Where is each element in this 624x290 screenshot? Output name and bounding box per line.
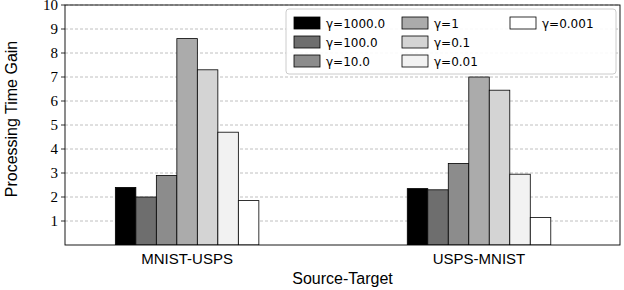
y-tick — [61, 197, 65, 198]
x-axis-label: Source-Target — [292, 270, 393, 287]
y-axis-label: Processing Time Gain — [3, 41, 20, 198]
chart: 1 2 3 4 5 6 7 8 9 10 MNIST-USPS USPS-MNIST Source-Ta… — [0, 0, 624, 290]
grid-line — [65, 173, 620, 174]
legend-label: γ=0.001 — [542, 17, 594, 31]
y-tick-label: 9 — [51, 21, 59, 37]
y-tick — [61, 5, 65, 6]
legend-swatch — [294, 55, 320, 67]
y-tick — [61, 125, 65, 126]
legend-box — [286, 9, 616, 74]
y-tick — [61, 149, 65, 150]
legend-label: γ=1 — [434, 17, 459, 31]
y-tick-label: 2 — [51, 189, 59, 205]
grid-line — [65, 125, 620, 126]
y-tick-label: 3 — [51, 165, 59, 181]
bar — [115, 187, 136, 245]
legend-swatch — [510, 17, 536, 29]
y-tick-label: 6 — [51, 93, 59, 109]
legend-swatch — [294, 17, 320, 29]
bar — [136, 197, 157, 245]
legend-swatch — [402, 55, 428, 67]
legend-label: γ=0.01 — [434, 55, 478, 69]
y-tick-label: 5 — [51, 117, 59, 133]
bar — [238, 201, 259, 245]
bar — [177, 39, 198, 245]
legend-swatch — [402, 36, 428, 48]
legend-swatch — [402, 17, 428, 29]
x-tick-label: USPS-MNIST — [433, 250, 526, 267]
y-tick-label: 7 — [51, 69, 59, 85]
y-tick — [61, 221, 65, 222]
y-tick-label: 10 — [43, 0, 58, 13]
bar — [530, 217, 551, 245]
legend-swatch — [294, 36, 320, 48]
y-tick — [61, 173, 65, 174]
y-tick — [61, 77, 65, 78]
y-tick — [61, 53, 65, 54]
y-tick-label: 8 — [51, 45, 59, 61]
y-tick — [61, 29, 65, 30]
y-tick-label: 1 — [51, 213, 59, 229]
plot-frame — [65, 5, 620, 245]
bar — [510, 174, 531, 245]
y-tick — [61, 101, 65, 102]
y-tick-label: 4 — [51, 141, 59, 157]
legend: γ=1000.0 γ=100.0 γ=10.0 γ=1 γ=0.1 γ=0.01 γ=0.0… — [286, 9, 616, 74]
grid-line — [65, 77, 620, 78]
bar — [489, 90, 510, 245]
grid-line — [65, 149, 620, 150]
bar — [156, 175, 177, 245]
bar — [469, 77, 490, 245]
legend-label: γ=10.0 — [326, 55, 370, 69]
bar — [197, 70, 218, 245]
bar — [448, 163, 469, 245]
legend-label: γ=0.1 — [434, 36, 470, 50]
bar — [428, 190, 449, 245]
legend-label: γ=1000.0 — [326, 17, 385, 31]
bar — [218, 132, 239, 245]
x-tick-label: MNIST-USPS — [141, 250, 233, 267]
grid-line — [65, 101, 620, 102]
bar — [407, 189, 428, 245]
legend-label: γ=100.0 — [326, 36, 378, 50]
